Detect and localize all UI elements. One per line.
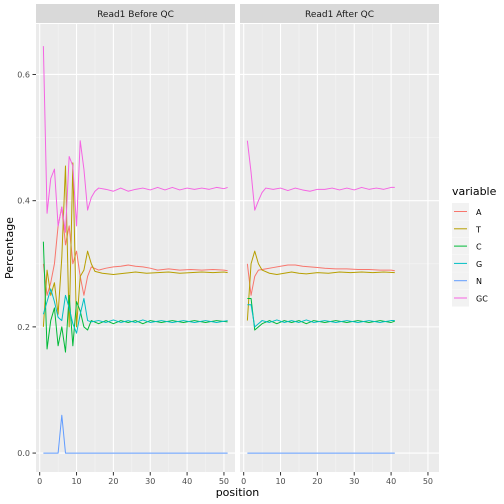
x-tick-label: 30 <box>145 477 155 486</box>
x-tick-label: 0 <box>37 477 42 486</box>
legend-label: A <box>476 208 482 217</box>
y-tick-label: 0.6 <box>17 70 30 79</box>
legend-label: N <box>476 277 482 286</box>
x-axis-title: position <box>216 486 260 499</box>
plot-panel-before-qc <box>36 24 235 472</box>
facet-label-after-qc: Read1 After QC <box>305 10 374 20</box>
series-lines-before-qc <box>42 46 228 454</box>
x-tick-label: 0 <box>241 477 246 486</box>
y-axis-ticks: 0.0 0.2 0.4 0.6 <box>17 70 36 458</box>
legend-item-n: N <box>452 272 482 290</box>
x-tick-label: 50 <box>219 477 229 486</box>
plot-panel-after-qc <box>240 24 439 472</box>
facet-strip-after-qc <box>240 4 439 23</box>
x-tick-label: 40 <box>386 477 396 486</box>
x-tick-label: 10 <box>275 477 285 486</box>
legend-label: GC <box>476 295 488 304</box>
legend-item-c: C <box>452 237 482 255</box>
x-axis-ticks: 0 10 20 30 40 50 0 10 20 30 40 50 <box>37 472 433 486</box>
x-tick-label: 30 <box>349 477 359 486</box>
series-line-c-before <box>42 241 228 353</box>
series-line-t-after <box>246 250 395 321</box>
y-tick-label: 0.0 <box>17 449 30 458</box>
facet-label-before-qc: Read1 Before QC <box>97 10 174 20</box>
series-line-g-after <box>247 304 395 328</box>
series-line-gc-before <box>42 46 228 233</box>
x-tick-label: 40 <box>182 477 192 486</box>
legend-label: T <box>475 225 481 234</box>
legend-item-gc: GC <box>452 289 488 307</box>
legend-label: G <box>476 260 482 269</box>
x-tick-label: 10 <box>71 477 81 486</box>
x-tick-label: 50 <box>423 477 433 486</box>
x-tick-label: 20 <box>312 477 322 486</box>
y-tick-label: 0.4 <box>17 197 30 206</box>
series-line-gc-after <box>246 140 395 211</box>
legend-title: variable <box>452 185 497 198</box>
y-tick-label: 0.2 <box>17 323 30 332</box>
legend-item-g: G <box>452 254 482 272</box>
y-axis-title: Percentage <box>3 217 16 279</box>
x-tick-label: 20 <box>108 477 118 486</box>
series-line-g-before <box>42 288 228 334</box>
series-line-a-after <box>246 263 395 296</box>
facet-before-qc: Read1 Before QC <box>36 4 235 472</box>
legend-item-a: A <box>452 203 482 220</box>
series-lines-after-qc <box>246 140 395 454</box>
facet-after-qc: Read1 After QC <box>240 4 439 472</box>
legend-item-t: T <box>452 220 481 238</box>
series-line-t-before <box>42 162 228 328</box>
series-line-n-before <box>43 414 228 454</box>
facet-strip-before-qc <box>36 4 235 23</box>
series-line-c-after <box>247 297 395 331</box>
legend-label: C <box>476 243 482 252</box>
